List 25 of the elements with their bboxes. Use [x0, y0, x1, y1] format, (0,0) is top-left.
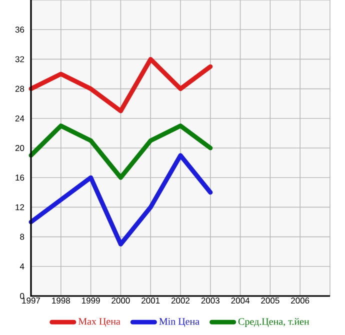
y-tick-label: 16 [16, 174, 24, 181]
x-tick-label: 2003 [201, 298, 220, 304]
y-tick-label: 28 [15, 86, 24, 92]
legend-label: Сред.Цена, т.йен [238, 318, 310, 327]
x-tick-label: 1997 [22, 298, 40, 304]
x-tick-label: 1998 [52, 298, 70, 304]
y-tick-label: 0 [20, 293, 24, 300]
x-tick-label: 2001 [142, 298, 160, 304]
legend-label: Min Цена [159, 318, 200, 327]
y-tick-label: 20 [15, 145, 24, 152]
x-tick-label: 2005 [261, 298, 280, 304]
y-tick-label: 24 [15, 115, 24, 122]
y-tick-label: 12 [16, 204, 24, 210]
x-tick-label: 2004 [231, 298, 250, 304]
legend-label: Max Цена [78, 318, 120, 327]
y-tick-label: 8 [20, 234, 24, 240]
y-tick-label: 36 [15, 26, 24, 33]
y-tick-label: 4 [20, 263, 24, 270]
x-tick-label: 2006 [291, 298, 310, 304]
line-series [28, 124, 213, 180]
y-tick-label: 32 [15, 56, 24, 62]
line-series [28, 56, 213, 114]
x-tick-label: 2000 [112, 298, 130, 304]
x-tick-label: 1999 [82, 298, 100, 304]
x-tick-label: 2002 [171, 298, 190, 304]
